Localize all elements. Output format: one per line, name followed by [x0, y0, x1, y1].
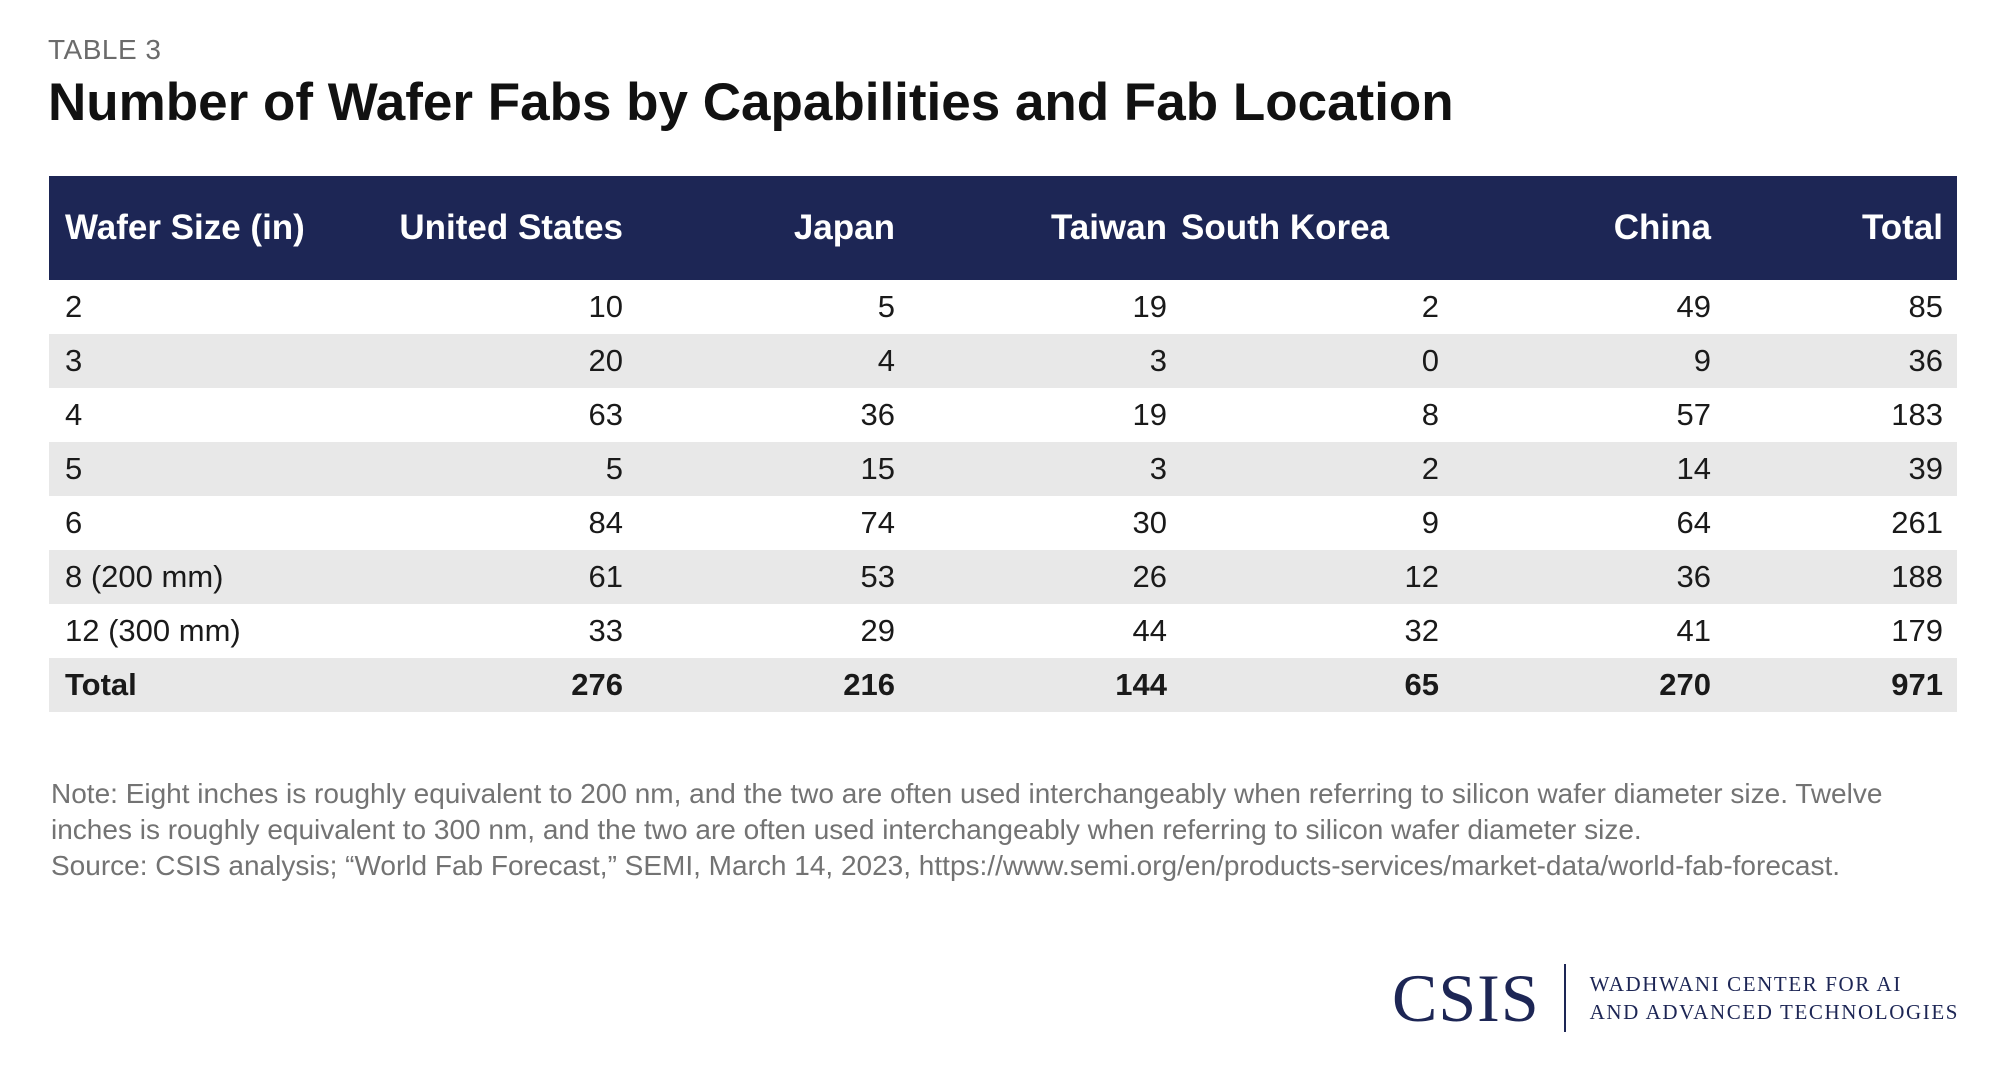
table-label: TABLE 3 [48, 34, 162, 65]
table-cell: 32 [1404, 613, 1439, 648]
column-header-china: China [1613, 208, 1711, 247]
table-cell: 5 [877, 289, 895, 324]
table-cell: 85 [1908, 289, 1943, 324]
table-cell: 53 [860, 559, 895, 594]
table-cell: 36 [1676, 559, 1711, 594]
table-cell: 6 [65, 505, 83, 540]
table-cell: 61 [588, 559, 623, 594]
table-cell: 29 [860, 613, 895, 648]
table-cell: 5 [605, 451, 623, 486]
table-cell: 63 [588, 397, 623, 432]
total-label: Total [65, 667, 137, 702]
table-cell: 26 [1132, 559, 1167, 594]
column-header-taiwan: Taiwan [1050, 208, 1167, 247]
table-cell: 0 [1421, 343, 1439, 378]
center-name-line-1: WADHWANI CENTER FOR AI [1589, 972, 1902, 996]
table-cell: 5 [65, 451, 83, 486]
csis-wordmark: CSIS [1392, 960, 1540, 1036]
table-cell: 64 [1676, 505, 1711, 540]
table-cell: 8 [1421, 397, 1439, 432]
table-row: 8 (200 mm) 61 53 26 12 36 188 [49, 550, 1957, 604]
table-title: Number of Wafer Fabs by Capabilities and… [48, 73, 1454, 132]
table-cell: 30 [1132, 505, 1167, 540]
table-cell: 33 [588, 613, 623, 648]
header-row: Wafer Size (in) United States Japan Taiw… [49, 176, 1957, 280]
table-cell: 3 [1149, 343, 1167, 378]
table-cell: 84 [588, 505, 623, 540]
table-cell: 10 [588, 289, 623, 324]
table-cell: 19 [1132, 289, 1167, 324]
table-body: 2 10 5 19 2 49 85 3 20 4 3 0 9 36 4 63 3… [49, 280, 1957, 712]
table-cell: 8 (200 mm) [65, 559, 224, 594]
column-header-united-states: United States [399, 208, 623, 247]
logo-divider [1563, 964, 1566, 1032]
column-header-south-korea: South Korea [1181, 208, 1390, 247]
column-header-total: Total [1861, 208, 1943, 247]
note-text: Note: Eight inches is roughly equivalent… [51, 778, 1883, 845]
total-row: Total 276 216 144 65 270 971 [49, 658, 1957, 712]
total-cell: 144 [1115, 667, 1167, 702]
table-cell: 9 [1693, 343, 1711, 378]
table-row: 5 5 15 3 2 14 39 [49, 442, 1957, 496]
table-cell: 44 [1132, 613, 1167, 648]
table-row: 2 10 5 19 2 49 85 [49, 280, 1957, 334]
table-cell: 12 [1404, 559, 1439, 594]
table-cell: 36 [1908, 343, 1943, 378]
column-header-japan: Japan [793, 208, 895, 247]
table-cell: 36 [860, 397, 895, 432]
table-row: 6 84 74 30 9 64 261 [49, 496, 1957, 550]
table-cell: 41 [1676, 613, 1711, 648]
center-name-line-2: AND ADVANCED TECHNOLOGIES [1589, 1000, 1960, 1024]
table-cell: 179 [1891, 613, 1943, 648]
table-cell: 3 [65, 343, 83, 378]
total-cell: 971 [1891, 667, 1943, 702]
table-cell: 39 [1908, 451, 1943, 486]
table-cell: 4 [877, 343, 895, 378]
table-cell: 74 [860, 505, 895, 540]
notes-block: Note: Eight inches is roughly equivalent… [51, 776, 1951, 884]
table-cell: 14 [1676, 451, 1711, 486]
table-cell: 2 [65, 289, 83, 324]
table-cell: 2 [1421, 451, 1439, 486]
total-cell: 270 [1659, 667, 1711, 702]
table-cell: 4 [65, 397, 83, 432]
table-cell: 15 [860, 451, 895, 486]
table-cell: 261 [1891, 505, 1943, 540]
table-cell: 183 [1891, 397, 1943, 432]
table-cell: 49 [1676, 289, 1711, 324]
center-name: WADHWANI CENTER FOR AI AND ADVANCED TECH… [1590, 970, 1959, 1026]
total-cell: 276 [571, 667, 623, 702]
source-text: Source: CSIS analysis; “World Fab Foreca… [51, 850, 1841, 881]
table-cell: 12 (300 mm) [65, 613, 241, 648]
column-header-wafer-size: Wafer Size (in) [65, 208, 305, 247]
table-row: 12 (300 mm) 33 29 44 32 41 179 [49, 604, 1957, 658]
csis-logo: CSIS WADHWANI CENTER FOR AI AND ADVANCED… [1392, 962, 1959, 1034]
wafer-fabs-table: Wafer Size (in) United States Japan Taiw… [49, 176, 1957, 712]
total-cell: 216 [843, 667, 895, 702]
total-cell: 65 [1404, 667, 1439, 702]
table-header: Wafer Size (in) United States Japan Taiw… [49, 176, 1957, 280]
table-cell: 57 [1676, 397, 1711, 432]
table-row: 3 20 4 3 0 9 36 [49, 334, 1957, 388]
table-cell: 3 [1149, 451, 1167, 486]
table-cell: 19 [1132, 397, 1167, 432]
table-cell: 2 [1421, 289, 1439, 324]
table-cell: 188 [1891, 559, 1943, 594]
table-row: 4 63 36 19 8 57 183 [49, 388, 1957, 442]
table-cell: 20 [588, 343, 623, 378]
table-cell: 9 [1421, 505, 1439, 540]
